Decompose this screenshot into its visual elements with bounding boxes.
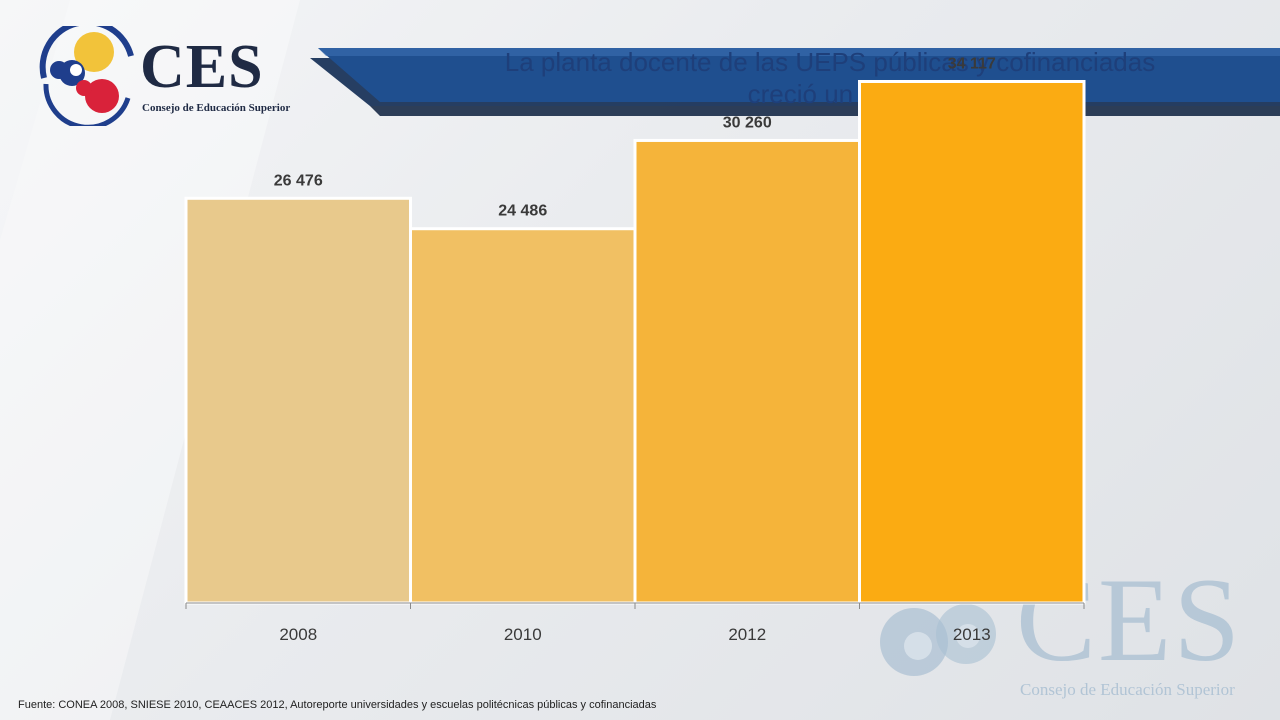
x-tick-label-2010: 2010 (504, 625, 542, 644)
x-tick-label-2008: 2008 (279, 625, 317, 644)
bar-2008 (184, 196, 412, 605)
data-label-2008: 26 476 (274, 172, 323, 189)
logo-subtitle: Consejo de Educación Superior (142, 102, 291, 114)
bar-2013 (858, 79, 1086, 605)
logo-emblem-icon (39, 26, 134, 126)
x-tick-label-2013: 2013 (953, 625, 991, 644)
watermark-emblem-icon (880, 604, 996, 676)
x-tick-label-2012: 2012 (728, 625, 766, 644)
watermark-subtitle: Consejo de Educación Superior (1020, 680, 1235, 699)
source-note: Fuente: CONEA 2008, SNIESE 2010, CEAACES… (18, 699, 657, 711)
logo-text: CES (140, 33, 264, 101)
bar-2010 (409, 227, 637, 605)
data-label-2013: 34 117 (948, 55, 996, 72)
data-label-2010: 24 486 (498, 203, 547, 220)
bar-2012 (633, 138, 861, 605)
data-label-2012: 30 260 (723, 114, 772, 131)
title-line-1: La planta docente de las UEPS públicas y… (504, 47, 1156, 77)
